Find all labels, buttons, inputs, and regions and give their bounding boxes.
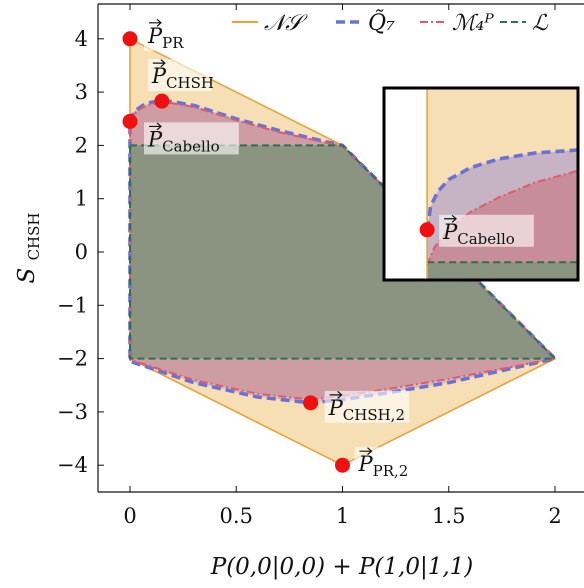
inset-boundary-m4 bbox=[426, 169, 578, 266]
inset-frame bbox=[382, 86, 580, 282]
inset-label-cabello-base: P bbox=[442, 220, 458, 244]
label-P_CHSH2-sub: CHSH,2 bbox=[343, 406, 405, 424]
legend-label-l: ℒ bbox=[532, 11, 549, 36]
label-P_CHSH-box bbox=[147, 59, 212, 92]
label-P_Cabello-arrow bbox=[149, 122, 162, 131]
label-P_CHSH2: PCHSH,2 bbox=[324, 390, 410, 424]
x-tick-label: 0.5 bbox=[220, 504, 253, 528]
y-tick-label: 2 bbox=[75, 133, 88, 157]
y-tick-label: 0 bbox=[75, 240, 88, 264]
label-P_PR-text: PPR bbox=[147, 24, 184, 52]
label-P_PR-arrow bbox=[149, 18, 162, 27]
label-P_CHSH2-box bbox=[324, 390, 410, 423]
y-tick-label: −4 bbox=[57, 453, 88, 477]
label-P_CHSH2-base: P bbox=[328, 396, 344, 420]
region-l bbox=[130, 145, 555, 359]
label-P_Cabello-sub: Cabello bbox=[162, 137, 220, 155]
label-P_CHSH2-text: PCHSH,2 bbox=[328, 396, 405, 424]
inset-zoom: PCabello bbox=[382, 86, 580, 282]
y-tick-label: −3 bbox=[57, 400, 88, 424]
label-P_CHSH-text: PCHSH bbox=[151, 64, 214, 92]
inset-label-cabello-text: PCabello bbox=[442, 220, 515, 248]
label-P_PR2-base: P bbox=[358, 452, 374, 476]
label-P_CHSH-sub: CHSH bbox=[166, 74, 214, 92]
inset-boundary-q7 bbox=[425, 148, 578, 231]
label-P_CHSH2-arrow bbox=[329, 390, 343, 399]
legend-label-q7: Q̃₇ bbox=[368, 10, 395, 36]
label-P_CHSH: PCHSH bbox=[147, 59, 214, 92]
label-P_PR2-box bbox=[354, 447, 419, 480]
inset-region-l bbox=[427, 262, 578, 280]
point-P_CHSH bbox=[154, 93, 170, 109]
legend-label-ns: 𝒩𝒮 bbox=[264, 11, 308, 36]
inset-label-cabello-arrow bbox=[444, 214, 458, 223]
label-P_PR: PPR bbox=[144, 18, 187, 52]
label-P_PR-sub: PR bbox=[162, 34, 184, 52]
y-axis-title-sub: CHSH bbox=[25, 213, 43, 261]
label-P_Cabello: PCabello bbox=[144, 122, 239, 155]
label-P_PR2-arrow bbox=[359, 447, 373, 456]
label-P_PR2-sub: PR,2 bbox=[373, 462, 409, 480]
label-P_CHSH-arrow bbox=[152, 59, 166, 68]
x-tick-label: 2 bbox=[548, 504, 561, 528]
legend-label-m4: ℳ₄ᴾ bbox=[452, 11, 494, 36]
y-tick-label: 3 bbox=[75, 80, 88, 104]
axes: 0 0.5 1 1.5 2 −4 −3 −2 −1 0 1 2 3 4 bbox=[57, 3, 584, 528]
label-P_PR2-text: PPR,2 bbox=[358, 452, 409, 480]
label-P_PR2: PPR,2 bbox=[354, 447, 419, 480]
point-P_PR2 bbox=[335, 457, 350, 473]
y-tick-label: −1 bbox=[57, 293, 88, 317]
point-P_PR bbox=[122, 31, 138, 47]
y-axis-title-base: S bbox=[14, 268, 40, 284]
label-P_Cabello-base: P bbox=[147, 127, 163, 151]
inset-label-cabello-sub: Cabello bbox=[457, 230, 515, 248]
point-P_Cabello bbox=[122, 113, 138, 129]
y-tick-label: −2 bbox=[57, 347, 88, 371]
inset-label-cabello: PCabello bbox=[439, 214, 534, 248]
point-P_CHSH2 bbox=[303, 395, 319, 411]
legend: 𝒩𝒮 Q̃₇ ℳ₄ᴾ ℒ bbox=[232, 10, 549, 36]
x-tick-label: 1 bbox=[336, 504, 349, 528]
x-axis-title: P(0,0|0,0) + P(1,0|1,1) bbox=[210, 554, 474, 580]
x-tick-label: 1.5 bbox=[432, 504, 465, 528]
x-tick-label: 0 bbox=[123, 504, 136, 528]
y-tick-label: 1 bbox=[75, 187, 88, 211]
y-tick-label: 4 bbox=[75, 27, 88, 51]
label-P_Cabello-text: PCabello bbox=[147, 127, 220, 155]
label-P_PR-base: P bbox=[147, 24, 163, 48]
label-P_PR-box bbox=[144, 18, 187, 51]
svg-text:S CHSH: S CHSH bbox=[14, 213, 43, 284]
boundary-m4 bbox=[129, 101, 556, 401]
inset-point-cabello bbox=[419, 222, 435, 238]
y-axis-title: S CHSH bbox=[14, 213, 43, 284]
label-P_CHSH-base: P bbox=[151, 64, 167, 88]
